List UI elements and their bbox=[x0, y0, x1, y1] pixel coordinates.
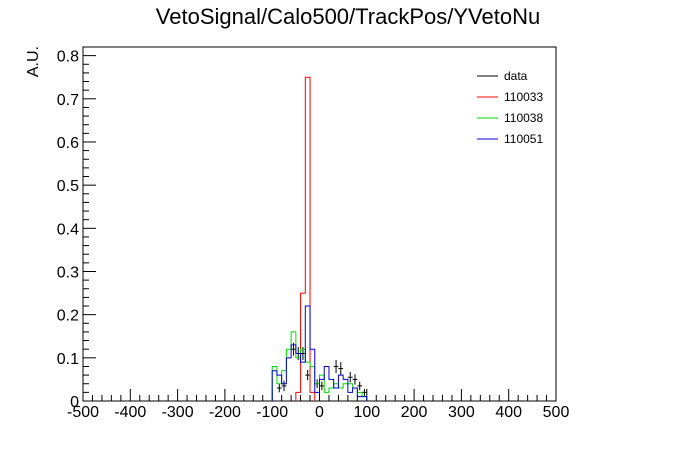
y-tick-label: 0.7 bbox=[57, 92, 79, 109]
y-axis-label: A.U. bbox=[25, 46, 42, 77]
x-tick-label: -200 bbox=[209, 404, 241, 421]
y-tick-label: 0.2 bbox=[57, 308, 79, 325]
data-point bbox=[305, 369, 311, 381]
x-tick-label: 0 bbox=[315, 404, 324, 421]
data-point bbox=[352, 374, 358, 385]
x-tick-label: 300 bbox=[448, 404, 475, 421]
legend-label-110038: 110038 bbox=[504, 111, 543, 125]
legend-label-110033: 110033 bbox=[504, 90, 543, 104]
data-point bbox=[347, 372, 353, 383]
x-tick-label: 400 bbox=[495, 404, 522, 421]
data-point bbox=[281, 380, 287, 392]
y-tick-label: 0.5 bbox=[57, 178, 79, 195]
series-110051-step-line bbox=[271, 305, 368, 401]
y-tick-label: 0 bbox=[70, 394, 79, 411]
series-110033-step-line bbox=[295, 76, 316, 401]
y-tick-label: 0.1 bbox=[57, 351, 79, 368]
legend-label-data: data bbox=[504, 69, 528, 83]
x-tick-label: -400 bbox=[114, 404, 146, 421]
data-point bbox=[338, 362, 344, 376]
legend: data 110033 110038 110051 bbox=[477, 69, 543, 146]
x-tick-label: 500 bbox=[543, 404, 570, 421]
x-tick-label: -300 bbox=[162, 404, 194, 421]
plot-frame bbox=[82, 46, 557, 402]
data-point bbox=[357, 381, 363, 391]
y-tick-label: 0.4 bbox=[57, 221, 79, 238]
x-tick-label: 200 bbox=[401, 404, 428, 421]
y-tick-label: 0.3 bbox=[57, 264, 79, 281]
data-point bbox=[319, 381, 325, 391]
data-point bbox=[333, 359, 339, 373]
data-point bbox=[276, 383, 282, 393]
x-tick-label: 100 bbox=[353, 404, 380, 421]
x-tick-label: -100 bbox=[256, 404, 288, 421]
chart-title: VetoSignal/Calo500/TrackPos/YVetoNu bbox=[156, 4, 540, 29]
y-tick-label: 0.6 bbox=[57, 135, 79, 152]
frame bbox=[82, 46, 557, 402]
series-layer bbox=[271, 76, 368, 401]
legend-label-110051: 110051 bbox=[504, 132, 543, 146]
y-tick-label: 0.8 bbox=[57, 49, 79, 66]
axis-ticks: -500 -400 -300 -200 -100 0 100 200 300 400 500 0 0.1… bbox=[57, 46, 570, 421]
data-point bbox=[362, 388, 367, 396]
x-tick-label: -500 bbox=[67, 404, 99, 421]
